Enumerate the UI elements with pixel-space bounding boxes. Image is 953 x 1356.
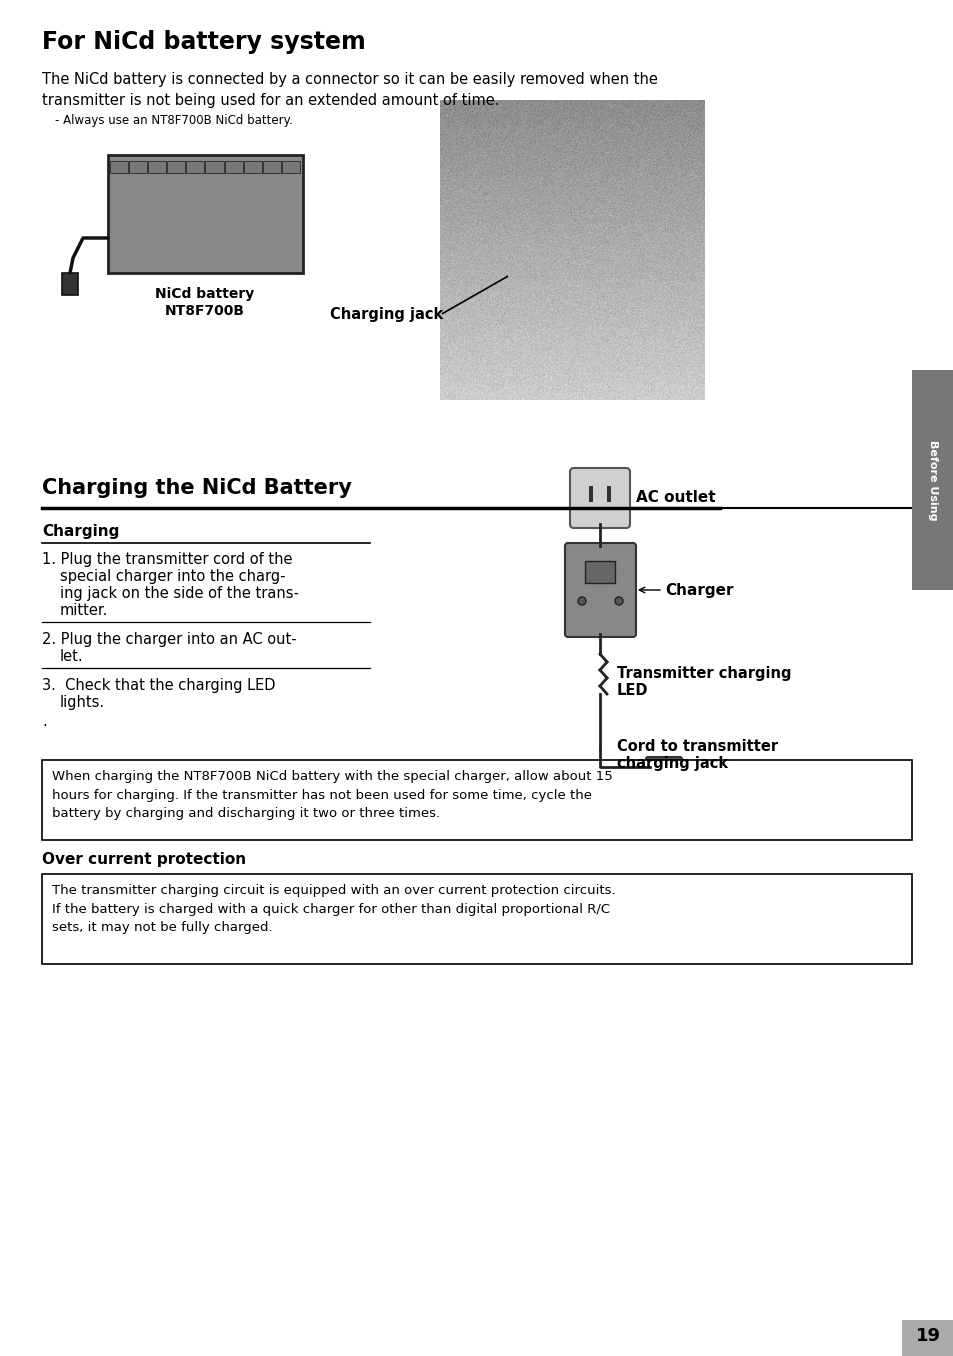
Text: - Always use an NT8F700B NiCd battery.: - Always use an NT8F700B NiCd battery. — [55, 114, 293, 127]
Text: NT8F700B: NT8F700B — [165, 304, 245, 319]
Text: transmitter is not being used for an extended amount of time.: transmitter is not being used for an ext… — [42, 94, 499, 108]
Text: Charger: Charger — [664, 583, 733, 598]
Text: Before Using: Before Using — [927, 439, 937, 521]
Bar — [901, 1319, 953, 1356]
FancyBboxPatch shape — [569, 468, 629, 527]
Bar — [911, 370, 953, 590]
Text: When charging the NT8F700B NiCd battery with the special charger, allow about 15: When charging the NT8F700B NiCd battery … — [52, 770, 612, 820]
Text: The transmitter charging circuit is equipped with an over current protection cir: The transmitter charging circuit is equi… — [52, 884, 615, 934]
Circle shape — [578, 597, 585, 605]
Bar — [167, 161, 185, 174]
Bar — [588, 485, 593, 502]
Text: 3.  Check that the charging LED: 3. Check that the charging LED — [42, 678, 275, 693]
Bar — [129, 161, 147, 174]
FancyBboxPatch shape — [645, 757, 681, 777]
Bar — [262, 161, 280, 174]
Text: 19: 19 — [915, 1328, 940, 1345]
Text: AC outlet: AC outlet — [636, 490, 715, 504]
Bar — [110, 161, 128, 174]
Bar — [42, 759, 911, 839]
Text: mitter.: mitter. — [60, 603, 109, 618]
Text: .: . — [42, 715, 47, 730]
Bar — [42, 875, 911, 964]
Text: lights.: lights. — [60, 696, 105, 711]
Text: Charging jack: Charging jack — [330, 308, 443, 323]
Text: Charging the NiCd Battery: Charging the NiCd Battery — [42, 479, 352, 498]
Text: Over current protection: Over current protection — [42, 852, 246, 866]
Bar — [205, 161, 223, 174]
Text: Charging: Charging — [42, 523, 119, 538]
Bar — [224, 161, 242, 174]
Bar — [243, 161, 261, 174]
Bar — [281, 161, 299, 174]
Text: Cord to transmitter
charging jack: Cord to transmitter charging jack — [617, 739, 778, 772]
Text: 2. Plug the charger into an AC out-: 2. Plug the charger into an AC out- — [42, 632, 296, 647]
Text: 1. Plug the transmitter cord of the: 1. Plug the transmitter cord of the — [42, 552, 293, 567]
Text: let.: let. — [60, 650, 84, 664]
Bar — [62, 273, 78, 296]
Bar — [148, 161, 166, 174]
Bar — [186, 161, 204, 174]
Bar — [606, 485, 610, 502]
Circle shape — [615, 597, 622, 605]
Bar — [108, 155, 303, 273]
Text: special charger into the charg-: special charger into the charg- — [60, 570, 285, 584]
Text: ing jack on the side of the trans-: ing jack on the side of the trans- — [60, 586, 298, 601]
Text: The NiCd battery is connected by a connector so it can be easily removed when th: The NiCd battery is connected by a conne… — [42, 72, 658, 87]
Bar — [584, 561, 615, 583]
Text: Transmitter charging
LED: Transmitter charging LED — [617, 666, 791, 698]
Text: NiCd battery: NiCd battery — [155, 287, 254, 301]
Text: For NiCd battery system: For NiCd battery system — [42, 30, 365, 54]
FancyBboxPatch shape — [564, 542, 636, 637]
